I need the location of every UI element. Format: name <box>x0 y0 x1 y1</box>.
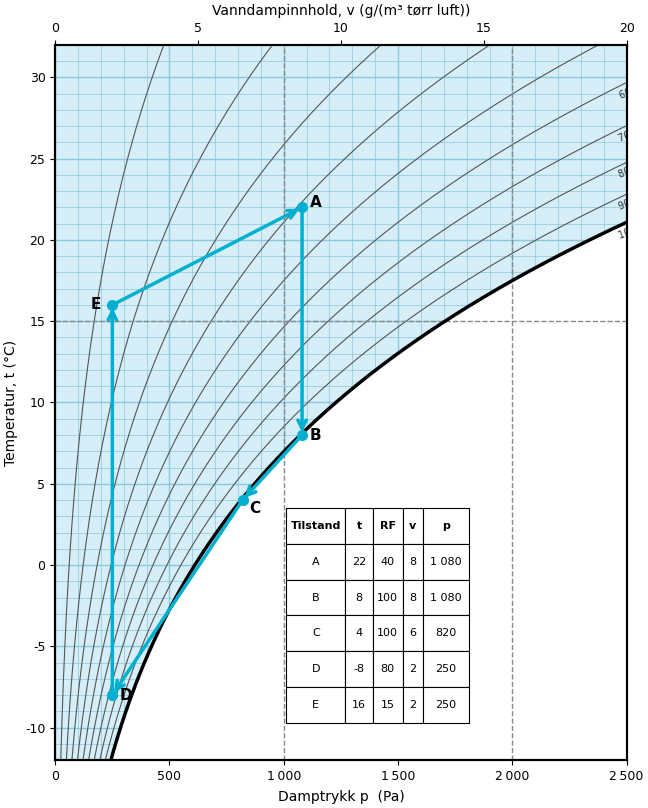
Bar <box>345 544 373 579</box>
Text: A: A <box>310 195 322 210</box>
Text: D: D <box>119 688 132 703</box>
Text: C: C <box>249 501 260 516</box>
Text: -8: -8 <box>354 664 365 674</box>
Text: 1 080: 1 080 <box>430 557 462 567</box>
Bar <box>423 508 469 544</box>
Text: 100: 100 <box>377 629 399 638</box>
X-axis label: Vanndampinnhold, v (g/(m³ tørr luft)): Vanndampinnhold, v (g/(m³ tørr luft)) <box>212 4 470 18</box>
Text: RF = 10 %: RF = 10 % <box>147 0 174 46</box>
Bar <box>373 616 402 651</box>
Bar <box>373 544 402 579</box>
Text: 8: 8 <box>410 557 417 567</box>
Bar <box>402 579 423 616</box>
Text: 4: 4 <box>356 629 363 638</box>
Bar <box>286 508 345 544</box>
Bar <box>402 616 423 651</box>
Text: D: D <box>312 664 320 674</box>
Bar <box>402 687 423 723</box>
Bar <box>423 651 469 687</box>
Bar <box>286 651 345 687</box>
Text: 16: 16 <box>353 700 366 710</box>
Bar <box>402 651 423 687</box>
Bar <box>402 508 423 544</box>
Text: A: A <box>312 557 319 567</box>
Text: E: E <box>312 700 319 710</box>
Text: 80: 80 <box>381 664 395 674</box>
Text: 250: 250 <box>435 700 457 710</box>
Text: RF: RF <box>380 521 396 531</box>
Bar <box>345 579 373 616</box>
Bar <box>402 544 423 579</box>
Bar <box>286 544 345 579</box>
Text: 2: 2 <box>410 700 417 710</box>
Text: 8: 8 <box>356 592 363 603</box>
Bar <box>286 616 345 651</box>
Text: 22: 22 <box>352 557 366 567</box>
Text: 8: 8 <box>410 592 417 603</box>
Text: 100 %: 100 % <box>618 221 648 241</box>
Bar <box>373 687 402 723</box>
Bar <box>373 579 402 616</box>
Bar <box>423 616 469 651</box>
Bar <box>345 651 373 687</box>
Text: 50 %: 50 % <box>570 26 597 46</box>
Text: 30 %: 30 % <box>360 23 384 46</box>
Bar <box>286 579 345 616</box>
Text: 1 080: 1 080 <box>430 592 462 603</box>
Text: 6: 6 <box>410 629 417 638</box>
Bar <box>423 687 469 723</box>
Bar <box>345 508 373 544</box>
Text: 820: 820 <box>435 629 457 638</box>
Text: 90 %: 90 % <box>618 194 644 212</box>
X-axis label: Damptrykk p  (Pa): Damptrykk p (Pa) <box>277 790 404 804</box>
Bar <box>286 687 345 723</box>
Text: B: B <box>310 427 321 443</box>
Text: 250: 250 <box>435 664 457 674</box>
Bar <box>423 544 469 579</box>
Text: 70 %: 70 % <box>618 125 644 144</box>
Bar <box>345 616 373 651</box>
Text: 40: 40 <box>381 557 395 567</box>
Text: C: C <box>312 629 319 638</box>
Text: 60 %: 60 % <box>618 82 644 101</box>
Bar <box>373 508 402 544</box>
Bar <box>423 579 469 616</box>
Bar <box>373 651 402 687</box>
Y-axis label: Temperatur, t (°C): Temperatur, t (°C) <box>4 339 18 465</box>
Text: v: v <box>410 521 417 531</box>
Text: 20 %: 20 % <box>255 21 278 46</box>
Text: E: E <box>91 297 101 313</box>
Text: 15: 15 <box>381 700 395 710</box>
Text: 2: 2 <box>410 664 417 674</box>
Bar <box>345 687 373 723</box>
Text: 40 %: 40 % <box>465 24 491 46</box>
Text: Tilstand: Tilstand <box>290 521 341 531</box>
Text: p: p <box>442 521 450 531</box>
Text: 100: 100 <box>377 592 399 603</box>
Text: B: B <box>312 592 319 603</box>
Text: t: t <box>356 521 362 531</box>
Text: 80 %: 80 % <box>618 162 644 180</box>
